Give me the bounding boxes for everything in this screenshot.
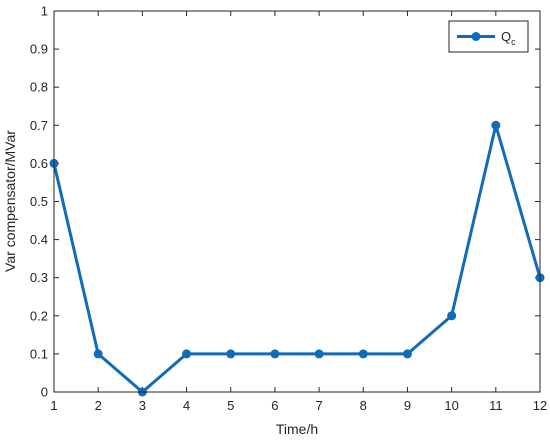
- x-tick-label-4: 4: [183, 398, 190, 413]
- x-axis-label: Time/h: [276, 421, 318, 437]
- x-tick-label-7: 7: [315, 398, 322, 413]
- data-point-7: [314, 349, 324, 359]
- data-point-5: [226, 349, 236, 359]
- y-tick-label-9: 0.9: [30, 42, 48, 57]
- x-tick-label-2: 2: [95, 398, 102, 413]
- plot-area-frame: [53, 10, 541, 393]
- x-tick-label-3: 3: [139, 398, 146, 413]
- data-point-4: [182, 349, 192, 359]
- data-point-9: [402, 349, 412, 359]
- data-point-6: [270, 349, 280, 359]
- data-point-8: [358, 349, 368, 359]
- y-axis-label: Var compensator/MVar: [2, 130, 18, 272]
- y-tick-label-7: 0.7: [30, 118, 48, 133]
- y-tick-label-2: 0.2: [30, 308, 48, 323]
- data-point-11: [491, 120, 501, 130]
- y-tick-label-0: 0: [41, 385, 48, 400]
- x-tick-label-1: 1: [50, 398, 57, 413]
- tick-labels: 1 2 3 4 5 6 7 8 9 10 11 1200.10.20.30.40.50.60.70.8…: [30, 4, 547, 414]
- data-point-10: [447, 311, 457, 321]
- plot-background: [54, 11, 540, 392]
- series-line-qc: [52, 123, 542, 394]
- y-tick-label-5: 0.5: [30, 194, 48, 209]
- x-tick-label-11: 11: [489, 398, 503, 413]
- x-tick-label-9: 9: [404, 398, 411, 413]
- y-tick-label-8: 0.8: [30, 80, 48, 95]
- legend-label-qc: Qc: [501, 29, 516, 47]
- x-tick-label-12: 12: [533, 398, 547, 413]
- x-tick-label-5: 5: [227, 398, 234, 413]
- y-tick-label-3: 0.3: [30, 270, 48, 285]
- y-tick-label-6: 0.6: [30, 156, 48, 171]
- x-tick-label-10: 10: [444, 398, 458, 413]
- legend-marker-qc: [471, 32, 481, 41]
- y-tick-label-4: 0.4: [30, 232, 48, 247]
- x-tick-label-8: 8: [360, 398, 367, 413]
- legend: Qc: [448, 20, 529, 53]
- x-tick-label-6: 6: [271, 398, 278, 413]
- data-point-2: [93, 349, 103, 359]
- y-tick-label-10: 1: [41, 4, 48, 19]
- y-tick-label-1: 0.1: [30, 346, 48, 361]
